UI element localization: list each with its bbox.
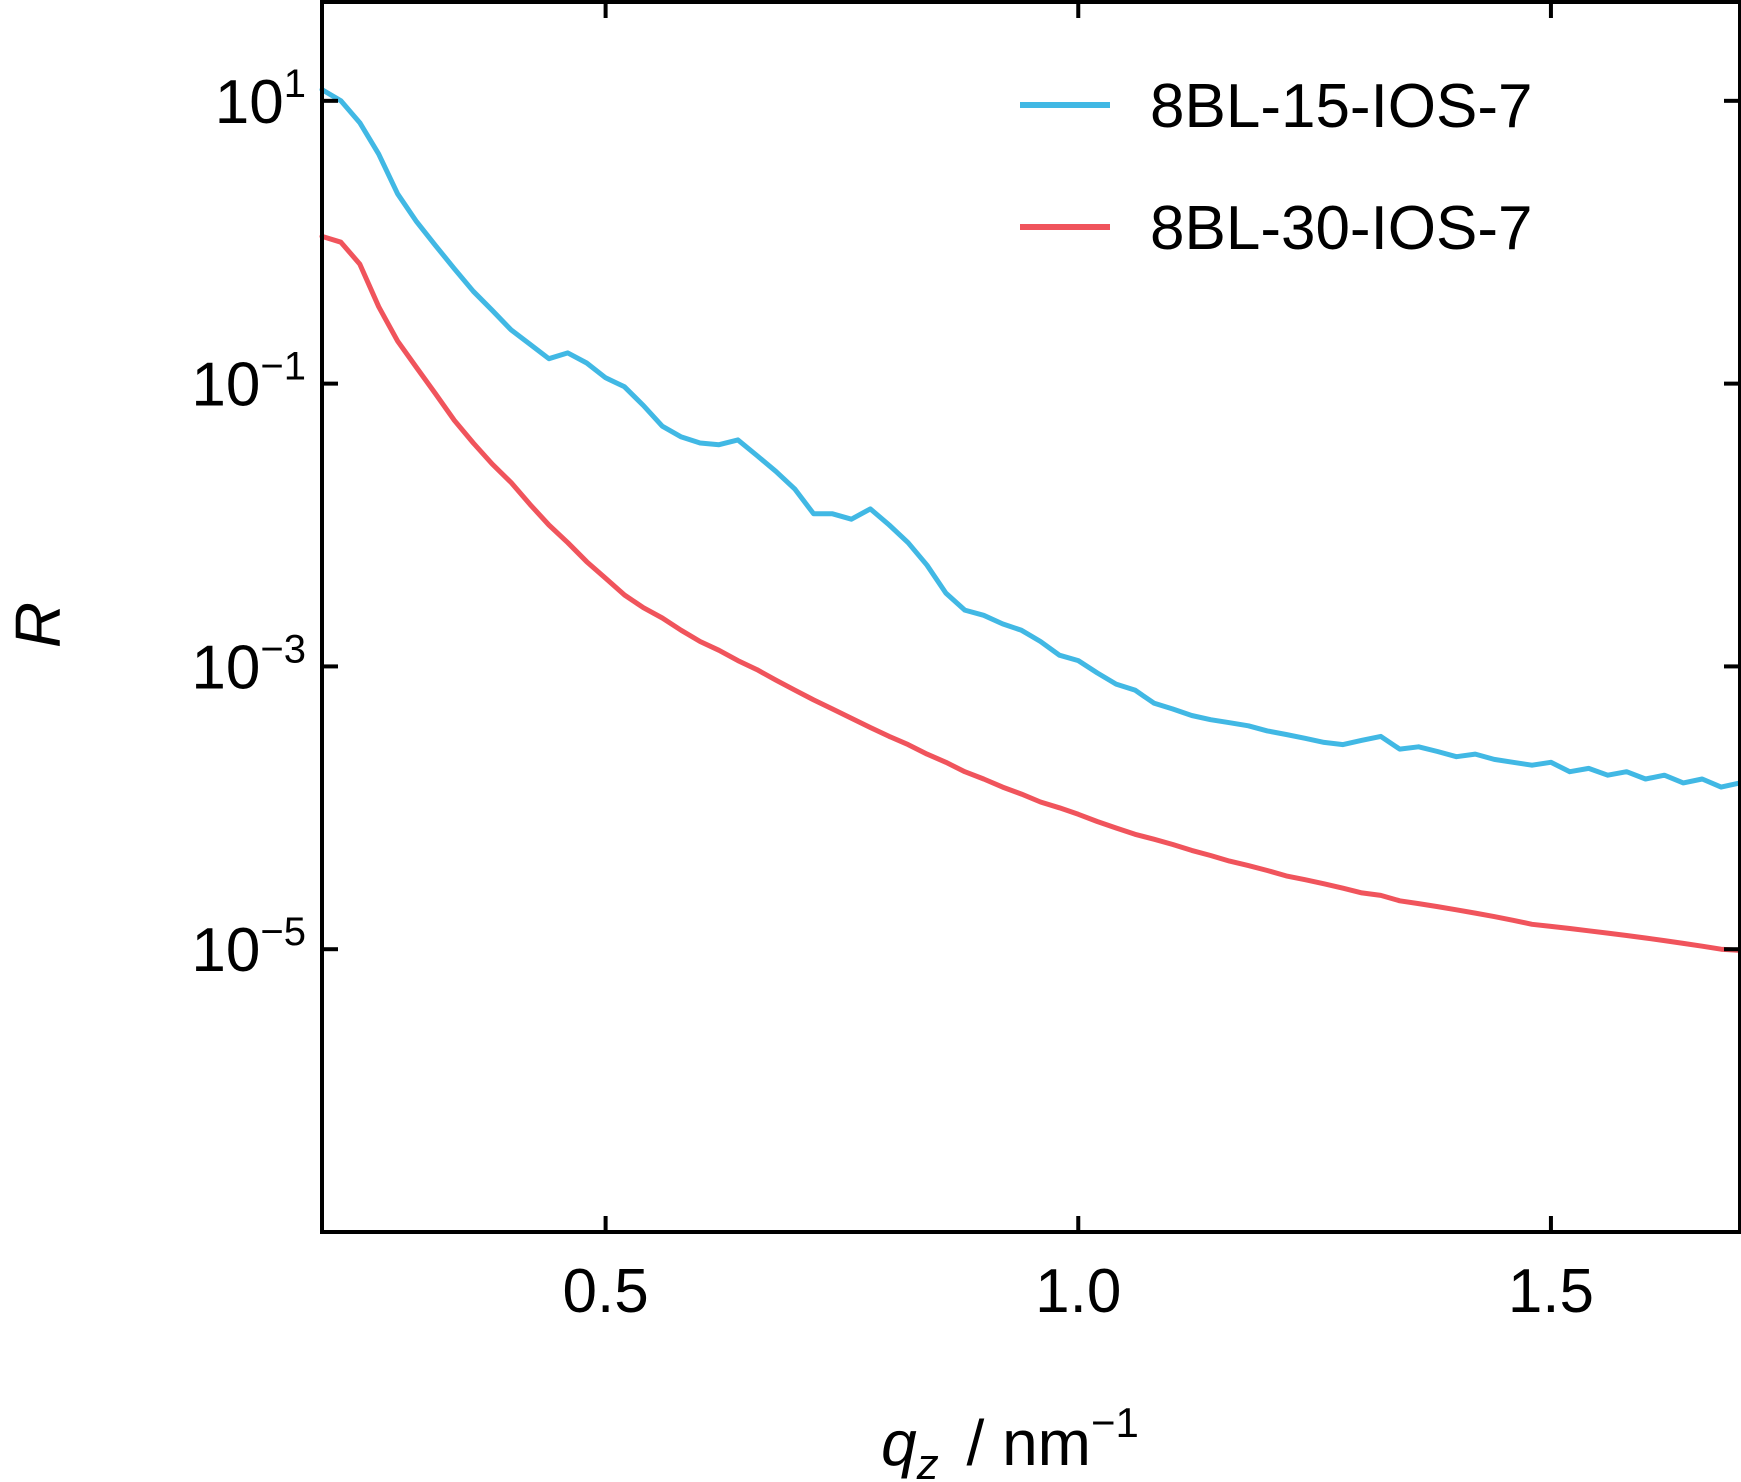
series-line-1: [319, 87, 1741, 790]
y-tick-label: 10−5: [191, 910, 306, 985]
y-tick-label: 101: [215, 62, 306, 137]
series-line-2: [319, 233, 1741, 953]
legend-label-2: 8BL-30-IOS-7: [1150, 194, 1533, 263]
legend: 8BL-15-IOS-7 8BL-30-IOS-7: [1020, 72, 1533, 263]
x-tick-label: 1.0: [1035, 1257, 1121, 1326]
x-axis-subscript: z: [916, 1440, 939, 1482]
x-axis-variable: q: [881, 1407, 917, 1479]
x-tick-label: 0.5: [562, 1257, 648, 1326]
y-tick-label: 10−3: [191, 627, 306, 702]
x-axis-unit-exponent: −1: [1091, 1399, 1139, 1446]
x-axis-title: qz / nm−1: [881, 1399, 1139, 1482]
x-tick-label: 1.5: [1508, 1257, 1594, 1326]
ticks: 0.5 1.0 1.5 101 10−1 10−3 10−5: [191, 0, 1741, 1326]
y-tick-label: 10−1: [191, 345, 306, 420]
x-axis-unit: nm: [1002, 1407, 1091, 1479]
y-axis-title: R: [2, 602, 74, 648]
plot-area: [319, 87, 1741, 953]
legend-label-1: 8BL-15-IOS-7: [1150, 72, 1533, 141]
plot-frame: [320, 0, 1741, 1234]
